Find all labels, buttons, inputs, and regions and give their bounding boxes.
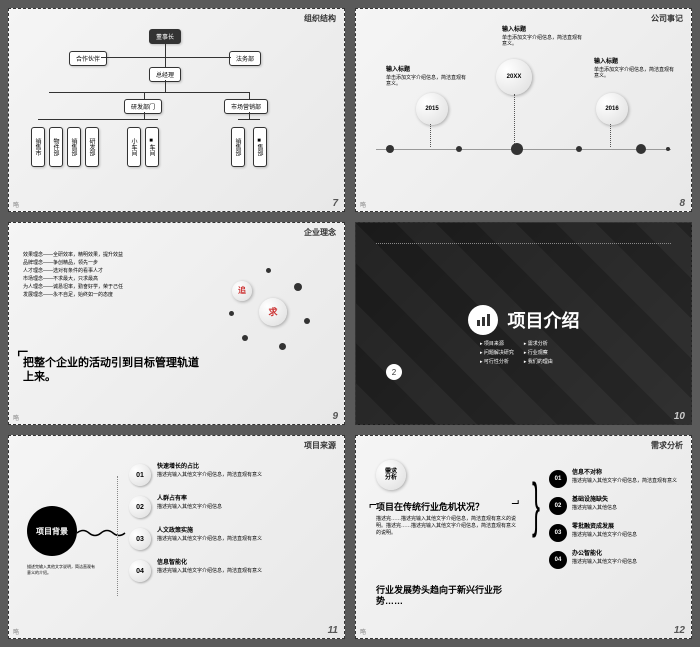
dotted-line xyxy=(376,243,671,244)
org-leaf: 物件部 xyxy=(49,127,63,167)
slide-title: 企业理念 xyxy=(304,227,336,238)
dot xyxy=(386,145,394,153)
list-item: 04 办公智能化描述完输入其他文字介绍信息 xyxy=(549,551,679,569)
year-bubble: 2015 xyxy=(416,93,448,125)
description: 描述完……描述完输入其他文字介绍信息，简洁直观有意义的说明。描述完……描述完输入… xyxy=(376,516,516,537)
item-list: 01 信息不对称描述完输入其他文字介绍信息，简洁直观有意义 02 基础设施缺失描… xyxy=(549,470,679,578)
org-partner: 合作伙伴 xyxy=(69,51,107,66)
dotted-divider xyxy=(117,476,118,596)
foot: 略 xyxy=(360,200,366,209)
org-leaf: ■售部 xyxy=(253,127,267,167)
list-item: 03 人文政策实施描述完输入其他文字介绍信息，简洁直观有意义 xyxy=(129,528,309,550)
foot: 略 xyxy=(13,627,19,636)
org-line xyxy=(249,112,250,119)
badge-circle: 项目背景 xyxy=(27,506,77,556)
connector xyxy=(430,124,431,147)
list-item: 04 信息智能化描述完输入其他文字介绍信息，简洁直观有意义 xyxy=(129,560,309,582)
timeline-item: 输入标题 单击添加文字介绍信息，简洁直观有意义。 xyxy=(502,27,582,48)
org-line xyxy=(38,119,158,120)
section-title: 项目介绍 xyxy=(468,305,580,335)
brace-icon: } xyxy=(532,470,540,539)
slide-10: 项目介绍 ▸ 项目来源 ▸ 需求分析 ▸ 问题解决研究 ▸ 行业观察 ▸ 可行性… xyxy=(355,222,692,426)
slide-title: 项目来源 xyxy=(304,440,336,451)
foot: 略 xyxy=(360,627,366,636)
chart-icon xyxy=(468,305,498,335)
dot xyxy=(576,146,582,152)
page-number: 12 xyxy=(674,625,685,636)
list-item: 01 信息不对称描述完输入其他文字介绍信息，简洁直观有意义 xyxy=(549,470,679,488)
sub-items: ▸ 项目来源 ▸ 需求分析 ▸ 问题解决研究 ▸ 行业观察 ▸ 可行性分析 ▸ … xyxy=(480,340,558,365)
org-leaf: 小车间 xyxy=(127,127,141,167)
bracket-icon: ⌐ xyxy=(511,496,519,512)
concept-list: 效果理念——全研效率，精明效果，提升效益 品牌理念——争创精品，领先一步 人才理… xyxy=(23,251,163,299)
slide-title: 需求分析 xyxy=(651,440,683,451)
question-2: 行业发展势头趋向于新兴行业形势…… xyxy=(376,585,526,608)
page-number: 7 xyxy=(332,198,338,209)
org-leaf: 销售部 xyxy=(231,127,245,167)
headline: 把整个企业的活动引到目标管理轨道上来。 xyxy=(23,356,203,385)
slide-7: 组织结构 董事长 合作伙伴 法务部 总经理 研发部门 市场营销部 销售市 物件部… xyxy=(8,8,345,212)
badge-circle: 需求 分析 xyxy=(376,460,406,490)
org-marketing: 市场营销部 xyxy=(224,99,268,114)
question-1: 项目在传统行业危机状况？ xyxy=(376,500,484,513)
foot: 略 xyxy=(13,413,19,422)
page-number: 11 xyxy=(328,625,338,636)
dot xyxy=(511,143,523,155)
org-line xyxy=(238,119,260,120)
timeline-line xyxy=(376,149,671,150)
year-bubble: 20XX xyxy=(496,59,532,95)
org-line xyxy=(249,92,250,99)
org-legal: 法务部 xyxy=(229,51,261,66)
timeline-item: 输入标题 单击添加文字介绍信息，简洁直观有意义。 xyxy=(594,59,674,80)
org-line xyxy=(165,42,166,67)
slide-title: 公司事记 xyxy=(651,13,683,24)
list-item: 01 快速增长的占比描述完输入其他文字介绍信息，简洁直观有意义 xyxy=(129,464,309,486)
org-leaf: 销售部 xyxy=(67,127,81,167)
org-leaf: 销售市 xyxy=(31,127,45,167)
page-number: 10 xyxy=(674,411,685,422)
wavy-icon xyxy=(77,528,127,538)
slide-title: 组织结构 xyxy=(304,13,336,24)
network-graphic: 求 追 xyxy=(224,263,324,363)
dot xyxy=(636,144,646,154)
dot xyxy=(666,147,670,151)
slide-9: 企业理念 效果理念——全研效率，精明效果，提升效益 品牌理念——争创精品，领先一… xyxy=(8,222,345,426)
item-list: 01 快速增长的占比描述完输入其他文字介绍信息，简洁直观有意义 02 人群占有率… xyxy=(129,464,309,592)
page-number: 9 xyxy=(332,411,338,422)
org-rd: 研发部门 xyxy=(124,99,162,114)
badge-desc: 描述完输入其他文字说明，简洁直观有意义的介绍。 xyxy=(27,564,97,574)
page-number: 8 xyxy=(679,198,685,209)
slide-8: 公司事记 2015 20XX 2016 输入标题 单击添加文字介绍信息，简洁直观… xyxy=(355,8,692,212)
org-line xyxy=(165,80,166,92)
connector xyxy=(514,94,515,144)
list-item: 02 基础设施缺失描述完输入其他信息 xyxy=(549,497,679,515)
connector xyxy=(610,124,611,147)
org-line xyxy=(144,92,145,99)
org-leaf: ■车间 xyxy=(145,127,159,167)
org-leaf: 研发部 xyxy=(85,127,99,167)
org-line xyxy=(101,57,231,58)
list-item: 03 零批融资成发展描述完输入其他文字介绍信息 xyxy=(549,524,679,542)
list-item: 02 人群占有率描述完输入其他文字介绍信息 xyxy=(129,496,309,518)
org-line xyxy=(144,112,145,119)
slide-11: 项目来源 项目背景 描述完输入其他文字说明，简洁直观有意义的介绍。 01 快速增… xyxy=(8,435,345,639)
dot xyxy=(456,146,462,152)
year-bubble: 2016 xyxy=(596,93,628,125)
org-line xyxy=(49,92,249,93)
timeline-item: 输入标题 单击添加文字介绍信息，简洁直观有意义。 xyxy=(386,67,466,88)
slide-12: 需求分析 需求 分析 ⌐ 项目在传统行业危机状况？ ⌐ 描述完……描述完输入其他… xyxy=(355,435,692,639)
foot: 略 xyxy=(13,200,19,209)
